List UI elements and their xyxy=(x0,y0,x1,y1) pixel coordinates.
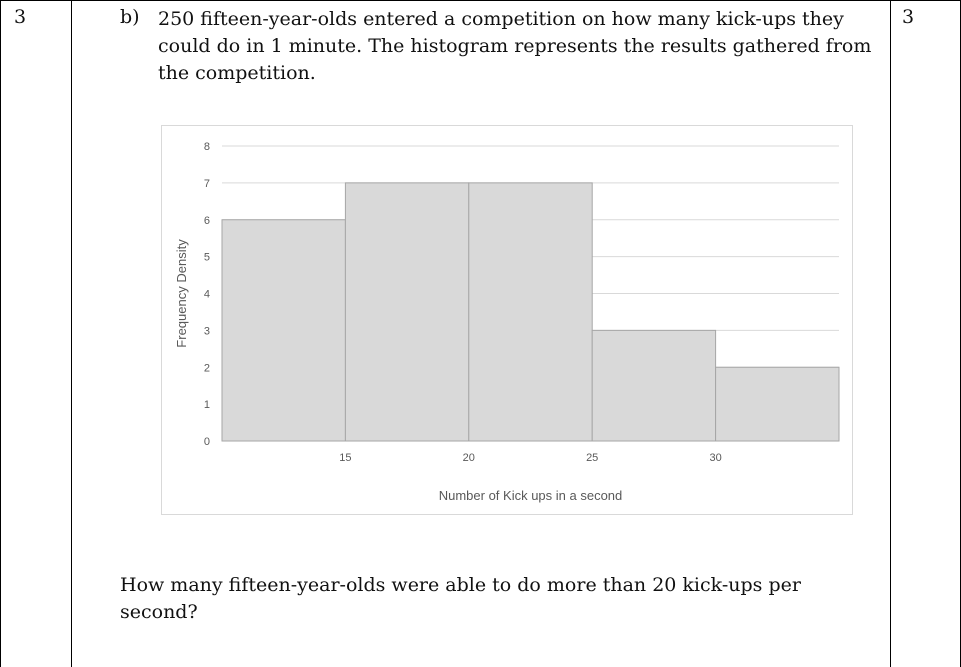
histogram-bar xyxy=(468,182,593,442)
y-tick-label: 8 xyxy=(204,141,210,153)
y-tick-label: 6 xyxy=(204,215,210,227)
question-text: How many fifteen-year-olds were able to … xyxy=(120,574,801,623)
y-tick-label: 1 xyxy=(204,399,210,411)
x-axis-label: Number of Kick ups in a second xyxy=(439,488,623,503)
y-tick-label: 5 xyxy=(204,252,210,264)
table-top-border xyxy=(0,0,961,1)
table-column-divider xyxy=(71,0,72,667)
y-tick-label: 7 xyxy=(204,178,210,190)
histogram-bar xyxy=(591,329,717,442)
histogram-svg: 0 1 2 3 4 5 6 7 8 15 20 25 30 Number of Kick ups in a… xyxy=(174,141,840,503)
x-tick-label: 30 xyxy=(709,452,721,464)
marks-value: 3 xyxy=(902,6,915,28)
question-number: 3 xyxy=(14,6,27,28)
x-tick-label: 20 xyxy=(463,452,475,464)
y-tick-label: 0 xyxy=(204,436,210,448)
y-tick-label: 2 xyxy=(204,362,210,374)
part-label: b) xyxy=(120,6,140,28)
table-left-border xyxy=(0,0,1,667)
x-tick-label: 25 xyxy=(586,452,598,464)
histogram-chart: 0 1 2 3 4 5 6 7 8 15 20 25 30 Number of Kick ups in a… xyxy=(161,125,853,515)
intro-text: 250 fifteen-year-olds entered a competit… xyxy=(158,8,872,84)
y-axis-label: Frequency Density xyxy=(174,239,189,348)
histogram-bar xyxy=(715,366,840,442)
y-tick-label: 4 xyxy=(204,289,210,301)
histogram-bar xyxy=(344,182,470,442)
table-column-divider xyxy=(890,0,891,667)
y-tick-label: 3 xyxy=(204,325,210,337)
histogram-bar xyxy=(221,219,346,442)
x-tick-label: 15 xyxy=(339,452,351,464)
